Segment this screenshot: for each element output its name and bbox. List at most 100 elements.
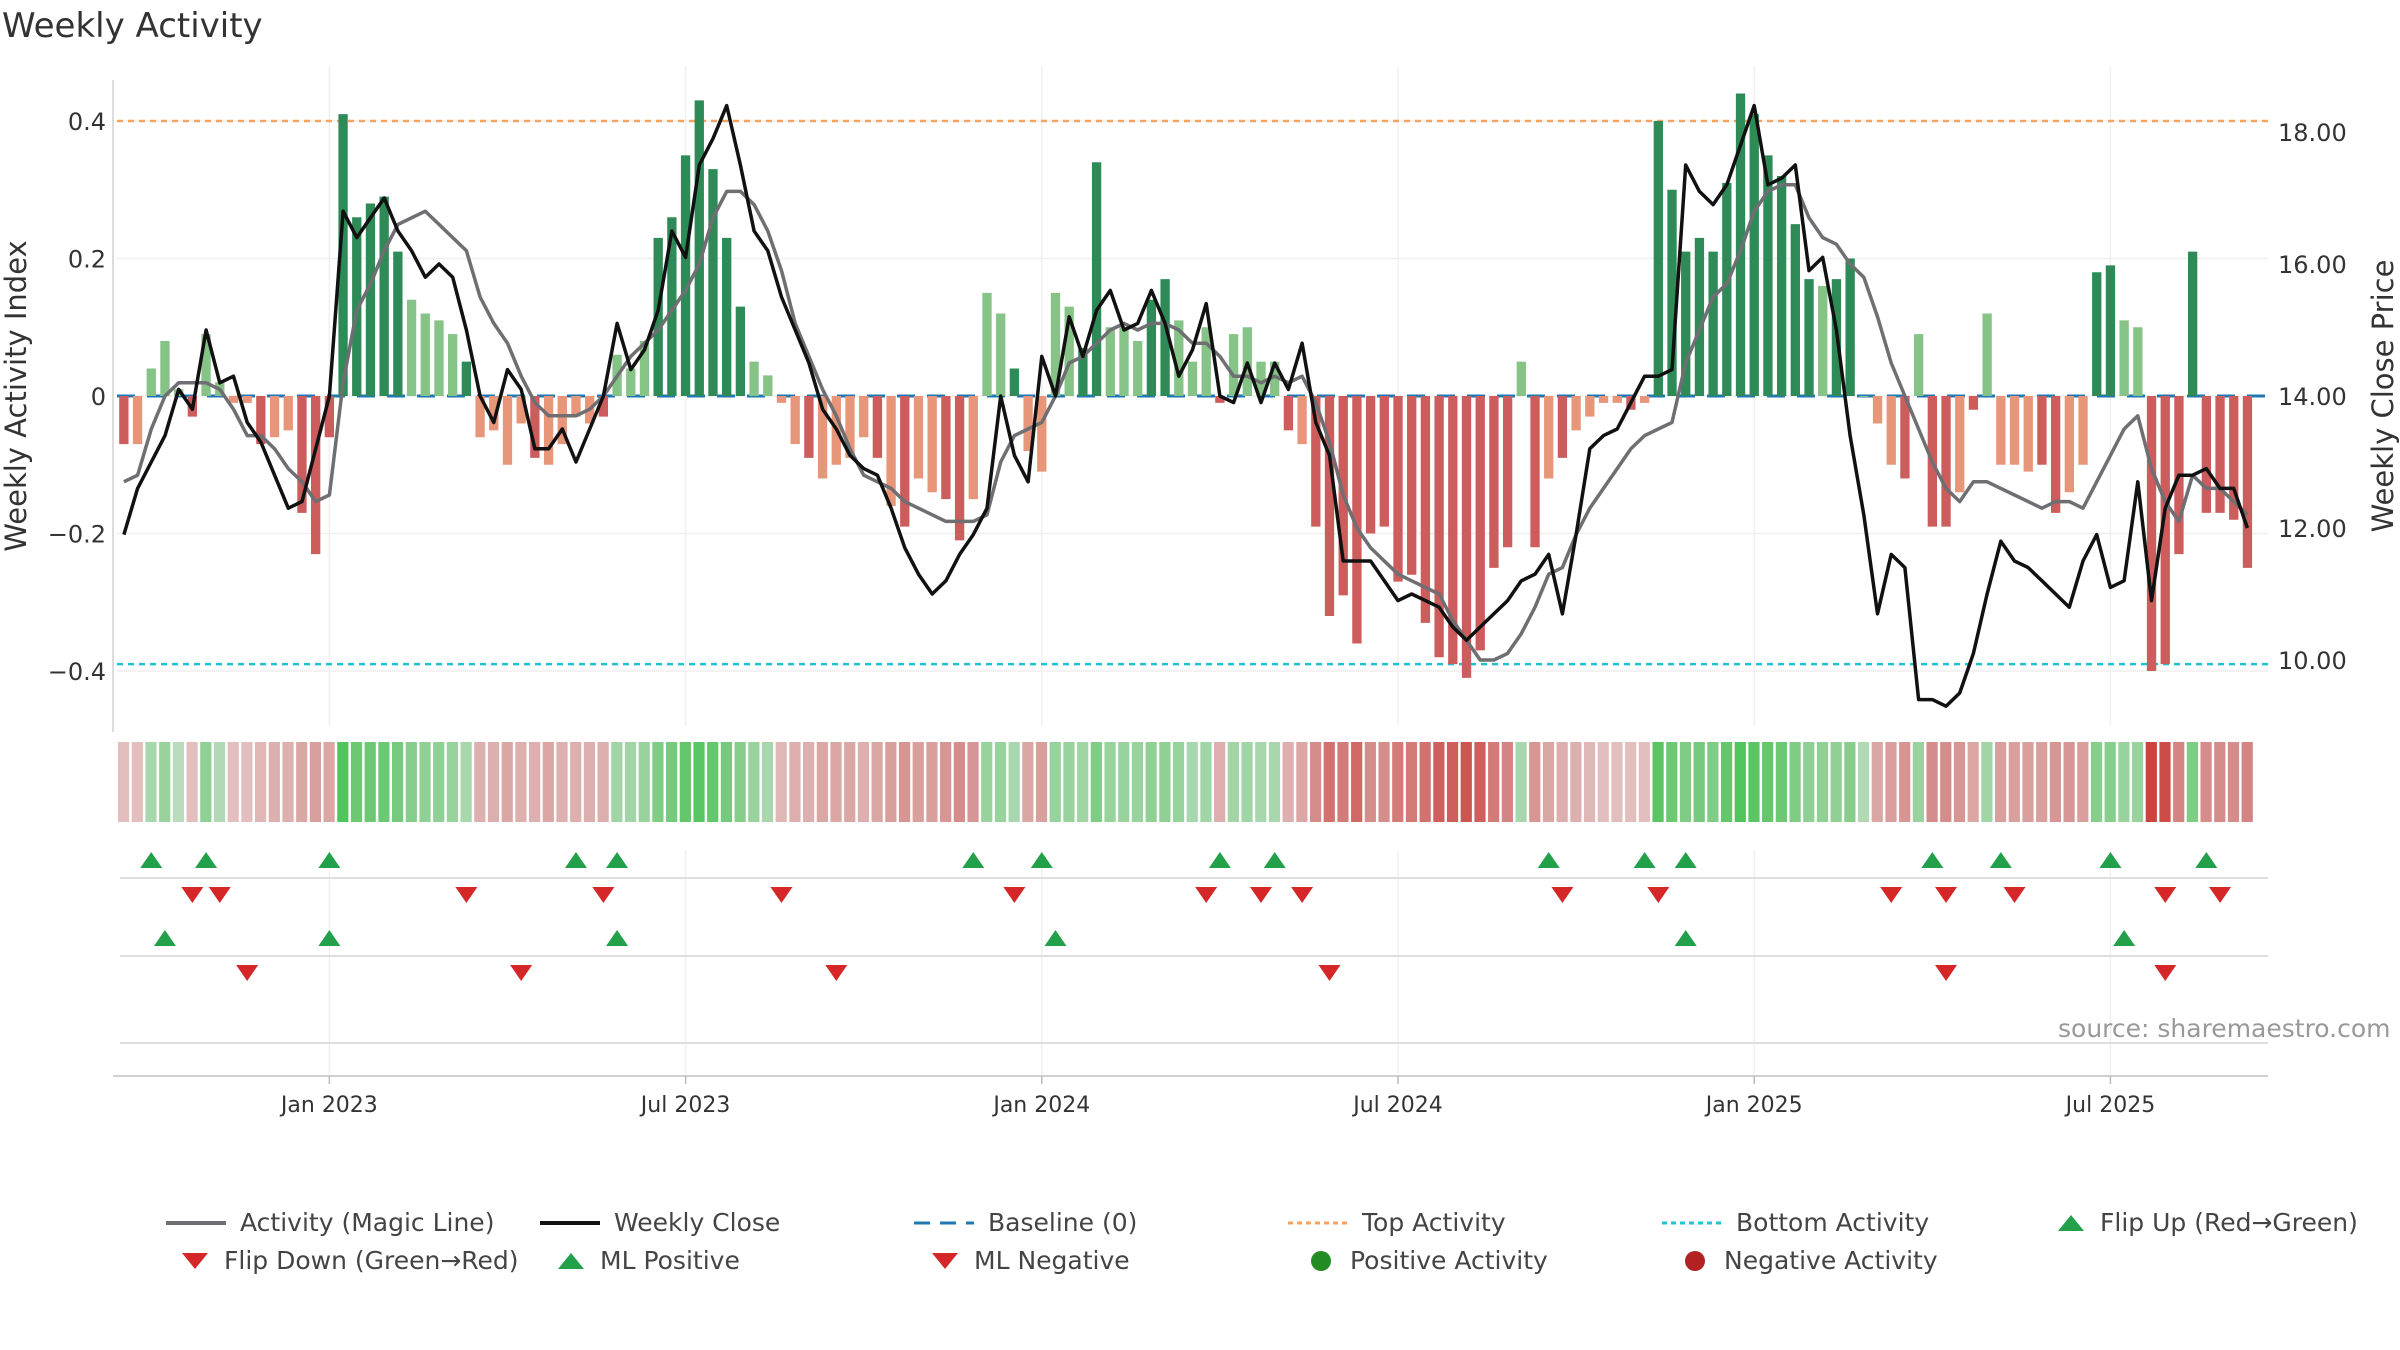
activity-bar [1776,176,1787,396]
activity-bar [2187,251,2198,396]
heat-cell [1022,742,1034,822]
heat-cell [1597,742,1609,822]
heat-cell [775,742,787,822]
heat-cell [296,742,308,822]
heat-cell [652,742,664,822]
heat-cell [1912,742,1924,822]
activity-bar [1571,396,1581,431]
activity-bar [557,396,567,445]
activity-bar [242,396,252,403]
activity-bar [639,341,650,396]
legend-label: Weekly Close [614,1208,781,1237]
heat-cell [1392,742,1404,822]
heat-cell [761,742,774,822]
activity-bar [1653,121,1663,396]
grid-lines [117,66,2268,1078]
heat-cell [378,742,390,822]
flip-up-marker [606,852,629,868]
ml-positive-marker [1674,930,1697,946]
activity-bar [1968,396,1979,410]
heat-cell [227,742,239,822]
activity-bar [2229,396,2239,520]
activity-bar [365,203,376,396]
activity-bar [1639,396,1650,403]
heat-cell [1172,742,1185,822]
activity-bar [1544,396,1554,479]
activity-bar [2160,396,2170,665]
flip-up-marker [140,852,163,868]
ml-negative-marker [510,965,533,981]
legend-label: Negative Activity [1724,1246,1938,1275]
source-label: source: sharemaestro.com [2058,1014,2391,1043]
activity-bar [269,396,280,438]
activity-bar [1530,396,1540,548]
flip-up-marker [318,852,341,868]
heat-cell [2173,742,2185,822]
heat-cell [1885,742,1897,822]
flip-up-marker [1537,852,1560,868]
heat-cell [1077,742,1089,822]
heat-cell [282,742,294,822]
activity-bar [2146,396,2157,671]
heat-cell [1775,742,1787,822]
activity-bar [1119,327,1129,396]
activity-bar [1324,396,1335,616]
flip-up-marker [2195,852,2218,868]
y-tick-right: 16.00 [2278,251,2347,279]
heat-cell [1159,742,1171,822]
y-tick-left: 0 [91,383,106,411]
activity-bar [1818,286,1828,396]
flip-down-marker [1250,887,1273,903]
x-tick-label: Jul 2025 [2064,1093,2156,1118]
weekly-close-layer [122,103,2250,708]
flip-up-marker [1674,852,1697,868]
heat-cell [1255,742,1267,822]
heat-cell [1734,742,1746,822]
activity-bar [845,396,855,458]
heat-cell [1830,742,1842,822]
activity-bar [2119,320,2129,396]
ml-negative-marker [2154,965,2177,981]
chart-title: Weekly Activity [2,6,263,46]
activity-bar [1215,396,1225,403]
ml-negative-marker [1318,965,1341,981]
ml-positive-marker [1044,930,1067,946]
activity-bar [1393,396,1403,582]
activity-bar [1749,114,1759,396]
heat-cell [186,742,198,822]
heat-cell [213,742,226,822]
heat-cell [2186,742,2198,822]
activity-bar [1763,155,1773,396]
heat-cell [1214,742,1226,822]
heat-cell [323,742,335,822]
heat-cell [2063,742,2075,822]
legend-label: Activity (Magic Line) [240,1208,495,1237]
activity-heat-strip [118,742,2253,822]
activity-bar [1174,320,1184,396]
flip-up-marker [1989,852,2012,868]
legend-label: Flip Up (Red→Green) [2100,1208,2358,1237]
heat-cell [1816,742,1829,822]
activity-bar [1996,396,2006,465]
flip-up-marker [1921,852,1944,868]
heat-cell [926,742,938,822]
heat-cell [1446,742,1459,822]
flip-up-marker [2099,852,2122,868]
heat-cell [255,742,267,822]
activity-bar [1352,396,1362,644]
activity-bar [256,396,266,445]
heat-cell [1611,742,1623,822]
heat-cell [364,742,376,822]
heat-cell [1268,742,1281,822]
activity-bar [2050,396,2061,513]
heat-cell [2049,742,2061,822]
activity-bar [1585,396,1595,417]
activity-bar [311,396,321,555]
activity-bar [393,251,403,396]
heat-cell [2090,742,2103,822]
activity-bar [680,155,691,396]
legend-positive-activity: Positive Activity [1306,1246,1548,1275]
heat-cell [1583,742,1596,822]
ml-negative-marker [825,965,848,981]
